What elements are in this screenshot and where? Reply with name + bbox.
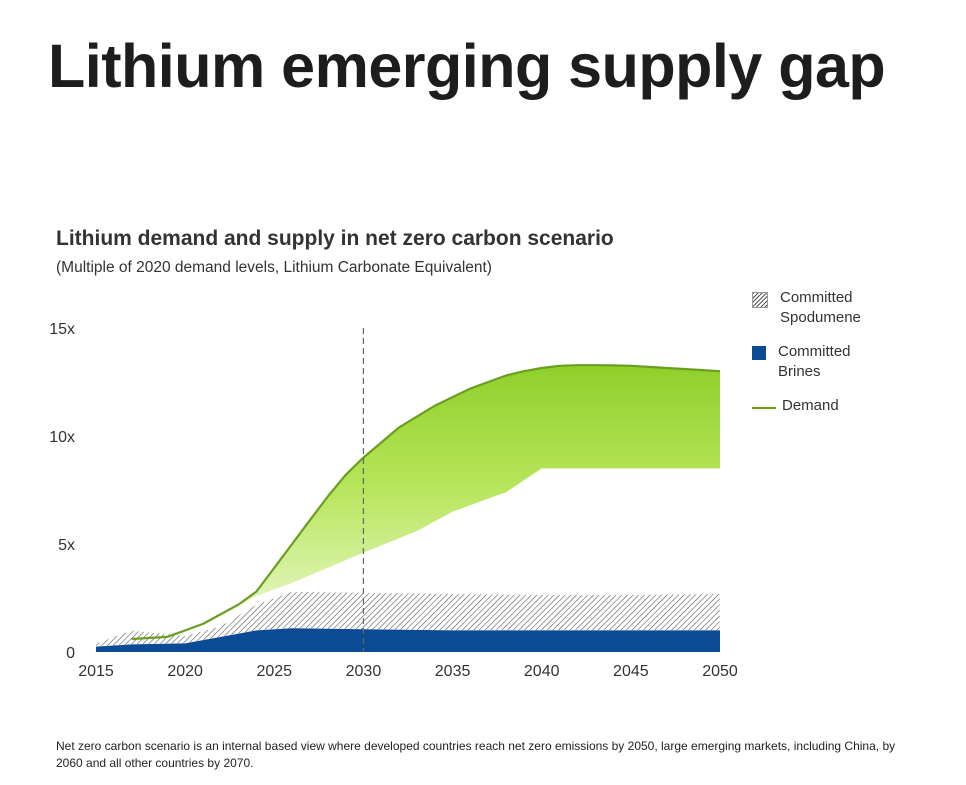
x-tick-label: 2035 — [435, 663, 471, 680]
legend-item-spodumene: Committed Spodumene — [752, 288, 861, 328]
square-swatch-icon — [752, 346, 766, 360]
x-tick-label: 2025 — [256, 663, 292, 680]
x-tick-label: 2020 — [167, 663, 203, 680]
x-tick-label: 2045 — [613, 663, 649, 680]
hatch-swatch-icon — [752, 292, 768, 308]
demand-line — [131, 364, 721, 641]
chart-subtitle: (Multiple of 2020 demand levels, Lithium… — [56, 259, 492, 276]
x-tick-label: 2015 — [78, 663, 114, 680]
demand-gap-area — [131, 365, 720, 639]
footnote: Net zero carbon scenario is an internal … — [56, 739, 896, 770]
page-title: Lithium emerging supply gap — [48, 32, 886, 100]
x-tick-label: 2050 — [702, 663, 738, 680]
chart-legend: Committed Spodumene Committed Brines Dem… — [752, 288, 861, 430]
x-tick-label: 2030 — [346, 663, 382, 680]
legend-item-demand: Demand — [752, 396, 861, 416]
legend-label-demand: Demand — [782, 397, 839, 414]
y-tick-label: 15x — [49, 321, 75, 338]
y-tick-label: 5x — [58, 537, 75, 554]
brines-area — [96, 628, 720, 652]
x-tick-label: 2040 — [524, 663, 560, 680]
legend-label-spodumene: Committed Spodumene — [780, 289, 861, 326]
lithium-chart: 0 5x 10x 15x 2015 2020 2025 2030 2035 2040 2045 205… — [49, 321, 738, 680]
y-tick-label: 0 — [66, 645, 75, 662]
legend-item-brines: Committed Brines — [752, 342, 861, 382]
chart-title: Lithium demand and supply in net zero ca… — [56, 227, 614, 250]
line-swatch-icon — [752, 407, 776, 409]
legend-label-brines: Committed Brines — [778, 343, 851, 380]
y-tick-label: 10x — [49, 429, 75, 446]
